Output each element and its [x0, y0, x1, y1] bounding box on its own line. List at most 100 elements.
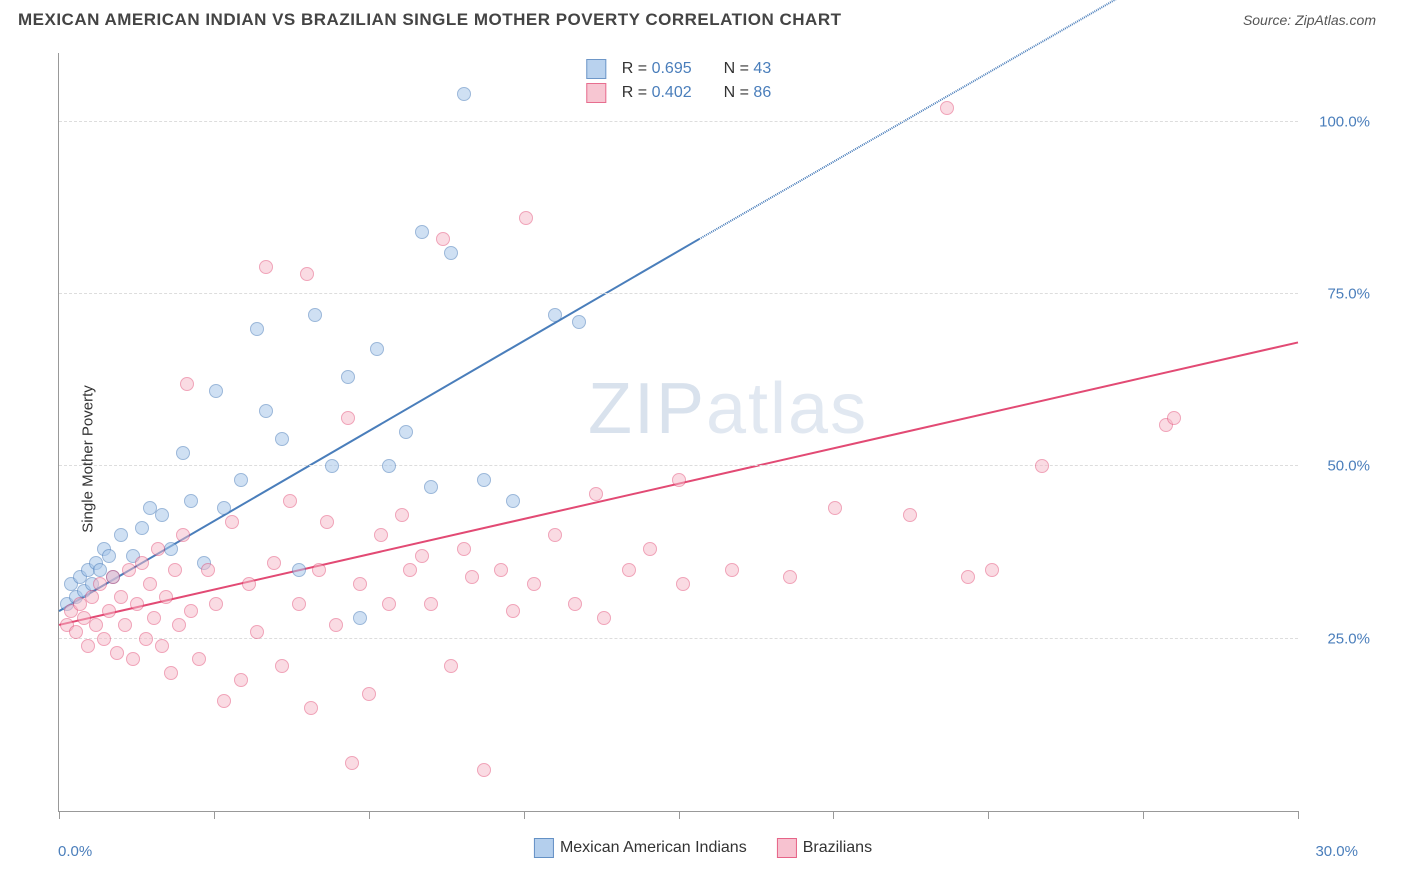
data-point	[477, 473, 491, 487]
data-point	[374, 528, 388, 542]
data-point	[345, 756, 359, 770]
x-tick	[214, 811, 215, 819]
data-point	[102, 604, 116, 618]
data-point	[184, 604, 198, 618]
data-point	[292, 563, 306, 577]
data-point	[234, 473, 248, 487]
gridline	[59, 293, 1298, 294]
data-point	[940, 101, 954, 115]
r-label: R = 0.695	[622, 60, 692, 78]
data-point	[130, 597, 144, 611]
n-label: N = 86	[724, 84, 772, 102]
data-point	[676, 577, 690, 591]
data-point	[259, 260, 273, 274]
chart-title: MEXICAN AMERICAN INDIAN VS BRAZILIAN SIN…	[18, 10, 841, 30]
data-point	[494, 563, 508, 577]
data-point	[304, 701, 318, 715]
x-tick	[524, 811, 525, 819]
data-point	[424, 480, 438, 494]
data-point	[155, 508, 169, 522]
stats-legend: R = 0.695 N = 43 R = 0.402 N = 86	[580, 57, 777, 105]
data-point	[436, 232, 450, 246]
x-tick	[833, 811, 834, 819]
data-point	[164, 542, 178, 556]
source-name: ZipAtlas.com	[1295, 12, 1376, 28]
data-point	[444, 246, 458, 260]
r-value: 0.402	[652, 84, 692, 101]
x-tick	[679, 811, 680, 819]
data-point	[519, 211, 533, 225]
data-point	[828, 501, 842, 515]
data-point	[143, 577, 157, 591]
legend-label: Mexican American Indians	[560, 839, 747, 856]
data-point	[1167, 411, 1181, 425]
data-point	[151, 542, 165, 556]
data-point	[168, 563, 182, 577]
chart-container: Single Mother Poverty ZIPatlas R = 0.695…	[18, 45, 1388, 872]
data-point	[643, 542, 657, 556]
data-point	[114, 590, 128, 604]
data-point	[353, 611, 367, 625]
data-point	[292, 597, 306, 611]
watermark: ZIPatlas	[588, 368, 868, 450]
data-point	[114, 528, 128, 542]
data-point	[110, 646, 124, 660]
data-point	[147, 611, 161, 625]
data-point	[672, 473, 686, 487]
data-point	[192, 652, 206, 666]
x-tick	[1298, 811, 1299, 819]
y-tick-label: 75.0%	[1327, 286, 1370, 303]
n-label: N = 43	[724, 60, 772, 78]
x-tick	[988, 811, 989, 819]
watermark-thin: atlas	[706, 369, 868, 449]
data-point	[329, 618, 343, 632]
y-tick-label: 100.0%	[1319, 113, 1370, 130]
data-point	[597, 611, 611, 625]
source-prefix: Source:	[1243, 12, 1295, 28]
data-point	[283, 494, 297, 508]
data-point	[176, 528, 190, 542]
trend-lines	[59, 53, 1298, 811]
legend-item: Mexican American Indians	[534, 838, 747, 858]
data-point	[259, 404, 273, 418]
data-point	[320, 515, 334, 529]
plot-area: ZIPatlas R = 0.695N = 43R = 0.402N = 86 …	[58, 53, 1298, 812]
data-point	[506, 604, 520, 618]
data-point	[225, 515, 239, 529]
data-point	[201, 563, 215, 577]
data-point	[308, 308, 322, 322]
data-point	[341, 411, 355, 425]
legend-swatch	[586, 83, 606, 103]
series-legend: Mexican American Indians Brazilians	[534, 838, 872, 858]
data-point	[217, 694, 231, 708]
data-point	[572, 315, 586, 329]
data-point	[477, 763, 491, 777]
data-point	[568, 597, 582, 611]
data-point	[415, 225, 429, 239]
data-point	[548, 528, 562, 542]
data-point	[370, 342, 384, 356]
data-point	[250, 625, 264, 639]
data-point	[903, 508, 917, 522]
data-point	[325, 459, 339, 473]
data-point	[399, 425, 413, 439]
data-point	[209, 384, 223, 398]
n-value: 86	[753, 84, 771, 101]
legend-swatch	[534, 838, 554, 858]
data-point	[234, 673, 248, 687]
data-point	[81, 639, 95, 653]
y-tick-label: 50.0%	[1327, 458, 1370, 475]
data-point	[275, 432, 289, 446]
r-label: R = 0.402	[622, 84, 692, 102]
data-point	[69, 625, 83, 639]
stats-legend-row: R = 0.402 N = 86	[580, 81, 777, 105]
legend-swatch	[586, 59, 606, 79]
gridline	[59, 121, 1298, 122]
legend-label: Brazilians	[803, 839, 872, 856]
data-point	[172, 618, 186, 632]
data-point	[85, 590, 99, 604]
data-point	[106, 570, 120, 584]
x-tick	[59, 811, 60, 819]
data-point	[275, 659, 289, 673]
x-tick	[1143, 811, 1144, 819]
